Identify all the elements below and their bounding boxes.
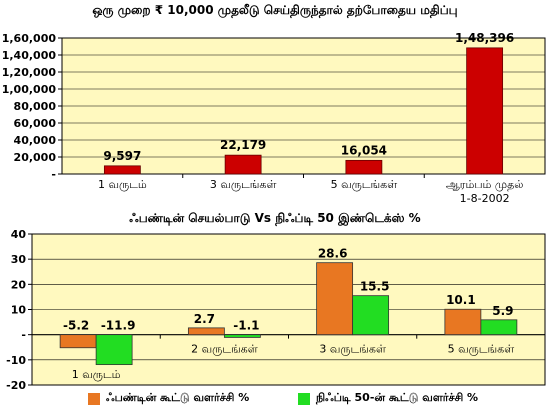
chart1-y-tick-label: 40,000 xyxy=(14,134,57,147)
chart1-bar xyxy=(224,154,262,175)
chart1-data-label: 22,179 xyxy=(220,138,266,152)
chart2-title: ஃபண்டின் செயல்பாடு Vs நிஃப்டி 50 இண்டெக்… xyxy=(129,211,421,225)
legend-item-nifty: நிஃப்டி 50-ன் கூட்டு வளர்ச்சி % xyxy=(298,391,478,406)
legend-item-fund: ஃபண்டின் கூட்டு வளர்ச்சி % xyxy=(88,391,249,406)
chart2-bar xyxy=(59,334,97,349)
chart2-data-label: -5.2 xyxy=(63,319,89,333)
chart2-bar xyxy=(444,308,482,336)
chart1-y-tick-label: 80,000 xyxy=(14,100,57,113)
chart1-y-tick-label: 1,20,000 xyxy=(2,66,57,79)
chart2-y-tick-label: -10 xyxy=(6,354,26,367)
chart1-x-tick-label: ஆரம்பம் முதல் xyxy=(446,178,524,191)
chart1-y-tick-label: 20,000 xyxy=(14,151,57,164)
chart2-y-tick-label: -20 xyxy=(6,379,26,390)
chart2-x-tick-label: 1 வருடம் xyxy=(72,368,121,381)
chart2-data-label: 10.1 xyxy=(446,293,476,307)
chart2-bar xyxy=(187,327,225,336)
chart1-svg: - 20,000 40,000 60,000 80,000 1,00,000 1,20,00… xyxy=(2,31,546,205)
chart1-data-label: 9,597 xyxy=(103,149,141,163)
chart1-x-tick-label: 3 வருடங்கள் xyxy=(210,178,277,191)
chart1-x-tick-label: 5 வருடங்கள் xyxy=(331,178,398,191)
chart2-bar xyxy=(316,262,354,336)
legend-label-nifty: நிஃப்டி 50-ன் கூட்டு வளர்ச்சி % xyxy=(316,391,479,404)
chart2-bar xyxy=(223,334,261,338)
chart2-data-label: 15.5 xyxy=(360,280,390,294)
chart2-data-label: -11.9 xyxy=(101,319,136,333)
chart2-data-label: 5.9 xyxy=(492,304,513,318)
chart2-legend: ஃபண்டின் கூட்டு வளர்ச்சி % நிஃப்டி 50-ன்… xyxy=(0,391,550,409)
chart1-bar xyxy=(345,159,383,175)
chart2-y-tick-label: 20 xyxy=(11,278,27,291)
chart1-y-tick-label: 1,60,000 xyxy=(2,32,57,45)
chart2-x-tick-label: 3 வருடங்கள் xyxy=(319,343,386,356)
legend-swatch-nifty xyxy=(298,392,310,405)
chart2-bar xyxy=(480,319,518,336)
chart1-bar xyxy=(466,47,504,175)
chart2-data-label: 2.7 xyxy=(194,312,215,326)
chart2-x-tick-label: 5 வருடங்கள் xyxy=(448,343,515,356)
chart2-bar xyxy=(95,334,133,366)
legend-label-fund: ஃபண்டின் கூட்டு வளர்ச்சி % xyxy=(106,391,250,404)
legend-swatch-fund xyxy=(88,392,100,405)
chart1-y-tick-label: - xyxy=(51,168,56,181)
chart2-bar xyxy=(352,295,390,336)
chart2-y-tick-label: 30 xyxy=(11,253,27,266)
chart2-y-tick-label: 10 xyxy=(11,304,27,317)
chart2-data-label: 28.6 xyxy=(318,247,348,261)
chart2-x-tick-label: 2 வருடங்கள் xyxy=(191,343,258,356)
chart1-title: ஒரு முறை ₹ 10,000 முதலீடு செய்திருந்தால்… xyxy=(92,3,458,17)
chart1-data-label: 1,48,396 xyxy=(455,31,514,45)
chart1-x-tick-label: 1 வருடம் xyxy=(98,178,147,191)
chart1-y-tick-label: 60,000 xyxy=(14,117,57,130)
chart2-y-tick-label: 40 xyxy=(11,228,27,241)
chart1-x-tick-label: 1-8-2002 xyxy=(460,192,510,205)
chart1-data-label: 16,054 xyxy=(341,143,387,157)
chart1-y-tick-label: 1,40,000 xyxy=(2,49,57,62)
chart2-data-label: -1.1 xyxy=(233,319,259,333)
chart1-bar xyxy=(103,165,141,175)
chart2-y-tick-label: - xyxy=(21,329,26,342)
chart1-y-tick-label: 1,00,000 xyxy=(2,83,57,96)
